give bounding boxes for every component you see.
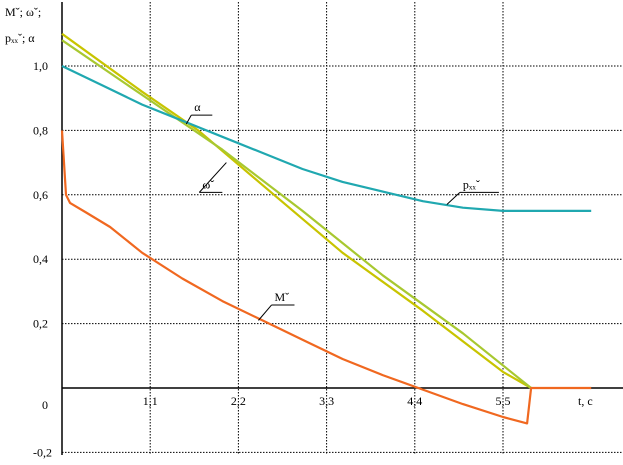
- tick-labels: 1,1 2,2 3,3 4,4 5,5 1,0 0,8 0,6 0,4 0,2 0 -0,2: [33, 59, 511, 459]
- x-tick-label: 1,1: [143, 394, 158, 408]
- series-label: α: [194, 100, 201, 114]
- y-tick-label: 0,2: [33, 317, 48, 331]
- x-tick-label: 3,3: [319, 394, 334, 408]
- series-line-1: [61, 32, 532, 389]
- series-lines: [60, 32, 592, 425]
- series-line-3: [61, 65, 592, 212]
- series-label: Mˇ: [274, 290, 289, 304]
- series-label: ωˇ: [202, 177, 214, 191]
- y-tick-label: -0,2: [33, 445, 52, 459]
- x-tick-label: 2,2: [231, 394, 246, 408]
- y-tick-label: 1,0: [33, 59, 48, 73]
- y-tick-label: 0,8: [33, 123, 48, 137]
- y-axis-label: Mˇ; ωˇ; pₓₓˇ; α: [5, 5, 41, 45]
- label-leader: [198, 162, 227, 193]
- x-tick-label: 5,5: [496, 394, 511, 408]
- x-axis-title: t, c: [578, 394, 593, 408]
- y-tick-label: 0: [42, 398, 48, 412]
- series-line-2: [61, 39, 532, 389]
- label-leader: [258, 304, 272, 321]
- series-label: pₓₓˇ: [463, 177, 480, 191]
- x-tick-label: 4,4: [407, 394, 422, 408]
- x-axis-label: t, c: [578, 394, 593, 408]
- grid: [62, 2, 623, 455]
- y-tick-label: 0,6: [33, 188, 48, 202]
- label-leader: [446, 191, 461, 205]
- series-line-4: [60, 130, 592, 425]
- y-axis-label-line: pₓₓˇ; α: [5, 31, 35, 45]
- annotations: α ωˇ pₓₓˇ Mˇ: [185, 100, 499, 321]
- label-leader: [185, 114, 192, 125]
- y-axis-label-line: Mˇ; ωˇ;: [5, 5, 41, 19]
- y-tick-label: 0,4: [33, 252, 48, 266]
